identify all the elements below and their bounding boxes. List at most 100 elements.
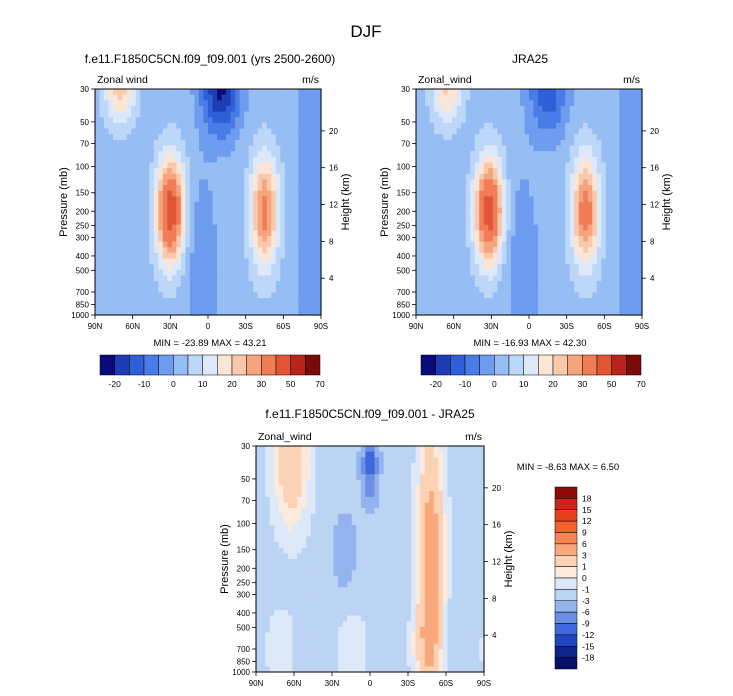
field-cell	[492, 151, 498, 158]
field-cell	[287, 598, 294, 605]
field-cell	[144, 298, 150, 305]
field-cell	[533, 151, 539, 158]
field-cell	[623, 275, 630, 282]
field-cell	[315, 575, 321, 583]
field-cell	[461, 264, 467, 271]
field-cell	[556, 218, 562, 226]
field-cell	[171, 89, 177, 96]
field-cell	[538, 139, 544, 147]
field-cell	[301, 643, 307, 650]
field-cell	[324, 632, 330, 639]
field-cell	[280, 286, 286, 293]
field-cell	[235, 94, 241, 101]
height-tick-label: 20	[329, 127, 338, 136]
field-cell	[447, 168, 453, 175]
field-cell	[274, 491, 280, 498]
field-cell	[171, 292, 177, 299]
field-cell	[583, 156, 589, 164]
field-cell	[592, 151, 598, 158]
field-cell	[474, 134, 480, 141]
field-cell	[547, 264, 553, 271]
field-cell	[117, 264, 123, 271]
field-cell	[465, 111, 471, 118]
field-cell	[429, 122, 435, 130]
field-cell	[284, 139, 290, 147]
field-cell	[230, 117, 236, 124]
field-cell	[429, 128, 435, 135]
colorbar-label: 0	[492, 379, 497, 389]
field-cell	[131, 309, 137, 316]
field-cell	[605, 309, 611, 316]
field-cell	[510, 247, 517, 254]
field-cell	[601, 128, 607, 135]
field-cell	[230, 100, 236, 107]
field-cell	[324, 457, 330, 464]
field-cell	[547, 269, 553, 277]
field-cell	[149, 185, 155, 192]
field-cell	[601, 309, 607, 316]
field-cell	[108, 298, 114, 305]
field-cell	[289, 134, 295, 141]
field-cell	[319, 581, 325, 588]
field-cell	[108, 218, 114, 226]
y-tick-label: 100	[397, 163, 411, 172]
field-cell	[470, 292, 476, 299]
field-cell	[342, 502, 348, 509]
field-cell	[583, 281, 589, 288]
field-cell	[470, 241, 476, 248]
field-cell	[265, 632, 271, 639]
field-cell	[140, 292, 146, 299]
field-cell	[551, 100, 557, 107]
field-cell	[587, 162, 593, 169]
field-cell	[262, 156, 268, 164]
field-cell	[628, 230, 634, 237]
field-cell	[420, 105, 426, 113]
field-cell	[619, 89, 625, 96]
field-cell	[506, 190, 512, 197]
field-cell	[465, 303, 471, 310]
field-cell	[180, 134, 186, 141]
field-cell	[144, 286, 150, 293]
field-cell	[328, 542, 335, 549]
field-cell	[287, 485, 294, 492]
field-cell	[479, 162, 485, 169]
field-cell	[483, 139, 489, 147]
field-cell	[474, 269, 480, 277]
field-cell	[551, 252, 557, 260]
field-cell	[257, 264, 263, 271]
field-cell	[217, 168, 223, 175]
field-cell	[542, 111, 548, 118]
field-cell	[637, 111, 643, 118]
field-cell	[596, 252, 602, 260]
field-cell	[266, 224, 272, 231]
field-cell	[574, 173, 580, 180]
field-cell	[131, 89, 137, 96]
field-label: Zonal_wind	[418, 74, 472, 86]
field-cell	[248, 128, 254, 135]
field-cell	[144, 247, 150, 254]
field-cell	[556, 258, 562, 265]
field-cell	[461, 292, 467, 299]
field-cell	[212, 275, 218, 282]
field-cell	[524, 145, 530, 152]
field-cell	[447, 218, 453, 226]
field-cell	[180, 218, 186, 226]
field-cell	[533, 275, 539, 282]
field-cell	[171, 264, 177, 271]
field-cell	[574, 252, 580, 260]
field-cell	[158, 139, 164, 147]
field-cell	[601, 224, 607, 231]
field-cell	[289, 252, 295, 260]
field-cell	[158, 111, 164, 118]
field-cell	[298, 281, 304, 288]
field-cell	[542, 190, 548, 197]
field-cell	[497, 309, 503, 316]
field-cell	[167, 292, 173, 299]
field-cell	[244, 134, 250, 141]
field-cell	[420, 168, 426, 175]
colorbar-box	[450, 354, 466, 376]
field-cell	[492, 269, 498, 277]
field-cell	[306, 643, 312, 650]
field-cell	[316, 292, 322, 299]
field-cell	[542, 151, 548, 158]
